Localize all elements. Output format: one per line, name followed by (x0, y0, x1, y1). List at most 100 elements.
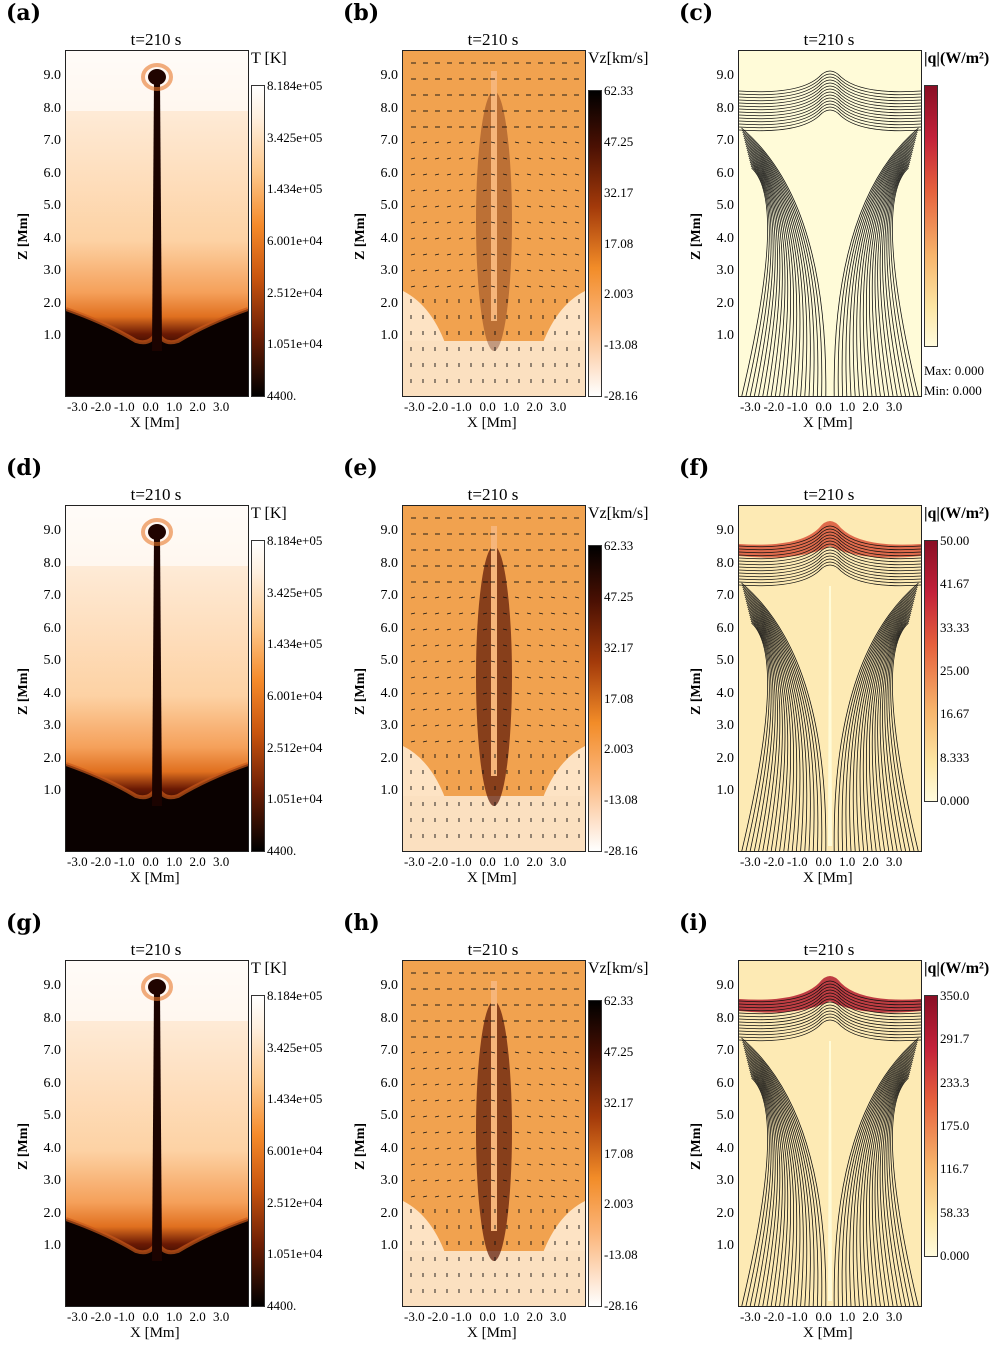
colorbar-tick-label: 116.7 (940, 1161, 969, 1177)
x-tick-label: -2.0 (90, 854, 112, 869)
colorbar-min-label: Min: 0.000 (924, 383, 982, 398)
panel-label: (d) (6, 455, 43, 481)
colorbar (251, 85, 265, 397)
x-tick-label: 1.0 (166, 1309, 183, 1324)
plot-area (738, 505, 922, 852)
panel-h: (h) t=210 s 9.0 8.0 7.0 6.0 5.0 4.0 3.0 2.0 1.0 -3.… (337, 910, 667, 1360)
y-tick-label: 8.0 (43, 1010, 62, 1026)
x-axis-label: X [Mm] (130, 870, 180, 886)
y-tick-label: 9.0 (716, 523, 735, 538)
colorbar-tick-label: 233.3 (940, 1074, 970, 1090)
x-tick-label: -1.0 (114, 1309, 135, 1324)
jet-core (491, 71, 497, 321)
y-tick-label: 5.0 (380, 198, 399, 213)
colorbar-tick-label: 4400. (267, 388, 297, 403)
y-tick-label: 9.0 (716, 68, 735, 83)
jet-core (491, 981, 497, 1231)
x-tick-label: 0.0 (479, 854, 496, 869)
colorbar-tick-label: 1.434e+05 (267, 181, 323, 197)
colorbar-tick-label: 41.67 (940, 576, 970, 592)
panel-title: t=210 s (467, 485, 519, 504)
x-tick-label: 3.0 (213, 854, 230, 869)
y-tick-label: 8.0 (716, 555, 735, 571)
colorbar-tick-label: 33.33 (940, 619, 970, 635)
plot-area (65, 50, 249, 397)
y-tick-label: 1.0 (716, 1238, 735, 1253)
x-axis-label: X [Mm] (467, 1325, 517, 1341)
x-tick-label: 0.0 (479, 399, 496, 414)
y-tick-label: 1.0 (380, 328, 399, 343)
panel-g: (g) t=210 s 9.0 8.0 7.0 6.0 5.0 4.0 3.0 2.0 1.0 -3.… (0, 910, 330, 1360)
y-tick-label: 4.0 (380, 1140, 399, 1156)
x-tick-label: 3.0 (550, 854, 567, 869)
x-tick-label: 3.0 (886, 1309, 903, 1324)
jet-gap (828, 1041, 832, 1301)
y-axis-label: Z [Mm] (689, 212, 704, 260)
heatmap-temperature (66, 506, 248, 851)
panel-a: (a) t=210 s 9.0 8.0 7.0 6.0 5.0 4.0 3.0 2.0 1.0 -3.… (0, 0, 330, 450)
y-tick-label: 6.0 (716, 1075, 735, 1091)
x-tick-label: 3.0 (886, 399, 903, 414)
colorbar-tick-label: 17.08 (604, 1145, 634, 1161)
colorbar-tick-label: 17.08 (604, 690, 634, 706)
x-tick-label: -1.0 (787, 399, 808, 414)
colorbar-tick-label: 6.001e+04 (267, 688, 323, 703)
y-tick-label: 3.0 (43, 1173, 62, 1188)
colorbar-tick-label: 3.425e+05 (267, 1039, 323, 1055)
x-axis-label: X [Mm] (130, 1325, 180, 1341)
colorbar-tick-label: 62.33 (604, 83, 634, 98)
x-tick-label: -1.0 (451, 854, 472, 869)
colorbar-tick-label: 3.425e+05 (267, 129, 323, 145)
colorbar-tick-label: -28.16 (604, 843, 638, 858)
colorbar (251, 995, 265, 1307)
panel-title: t=210 s (467, 940, 519, 959)
jet-gap (828, 586, 832, 846)
colorbar-tick-label: 47.25 (604, 1043, 634, 1059)
x-tick-label: 1.0 (839, 1309, 856, 1324)
colorbar-tick-label: -13.08 (604, 792, 638, 808)
y-tick-label: 9.0 (43, 978, 62, 993)
y-tick-label: 8.0 (716, 100, 735, 116)
x-tick-label: 1.0 (503, 399, 520, 414)
x-tick-label: 0.0 (815, 399, 832, 414)
colorbar-tick-label: 47.25 (604, 133, 634, 149)
panel-label: (e) (343, 455, 378, 481)
colorbar-tick-label: 4400. (267, 1298, 297, 1313)
panel-title: t=210 s (467, 30, 519, 49)
jet-column (152, 75, 162, 351)
colorbar-tick-label: 17.08 (604, 235, 634, 251)
colorbar-tick-label: 6.001e+04 (267, 233, 323, 248)
y-tick-label: 7.0 (43, 588, 62, 603)
x-tick-label: 2.0 (862, 854, 879, 869)
y-tick-label: 5.0 (43, 198, 62, 213)
panel-label: (g) (6, 910, 43, 936)
y-tick-label: 2.0 (716, 1205, 735, 1221)
colorbar-tick-label: 1.051e+04 (267, 1246, 323, 1262)
x-tick-label: -2.0 (763, 854, 785, 869)
x-tick-label: 1.0 (503, 854, 520, 869)
x-tick-label: -3.0 (404, 399, 425, 414)
y-tick-label: 6.0 (43, 620, 62, 636)
heatmap-velocity (403, 506, 585, 851)
x-tick-label: -2.0 (427, 854, 449, 869)
y-tick-label: 5.0 (380, 653, 399, 668)
y-tick-label: 6.0 (380, 620, 399, 636)
y-tick-label: 9.0 (380, 68, 399, 83)
panel-label: (f) (679, 455, 710, 481)
colorbar-tick-label: 4400. (267, 843, 297, 858)
colorbar-title: T [K] (251, 960, 287, 977)
x-tick-label: -2.0 (763, 1309, 785, 1324)
colorbar (251, 540, 265, 852)
colorbar-tick-label: 350.0 (940, 988, 970, 1003)
x-tick-label: 0.0 (815, 1309, 832, 1324)
y-tick-label: 7.0 (43, 1043, 62, 1058)
colorbar-tick-label: 58.33 (940, 1204, 970, 1220)
field-lines (739, 70, 921, 396)
colorbar-tick-label: 62.33 (604, 538, 634, 553)
colorbar-tick-label: 8.184e+05 (267, 78, 323, 93)
y-tick-label: 2.0 (43, 750, 62, 766)
panel-label: (i) (679, 910, 709, 936)
y-tick-label: 5.0 (43, 653, 62, 668)
jet-tip (148, 69, 166, 85)
y-tick-label: 7.0 (716, 588, 735, 603)
